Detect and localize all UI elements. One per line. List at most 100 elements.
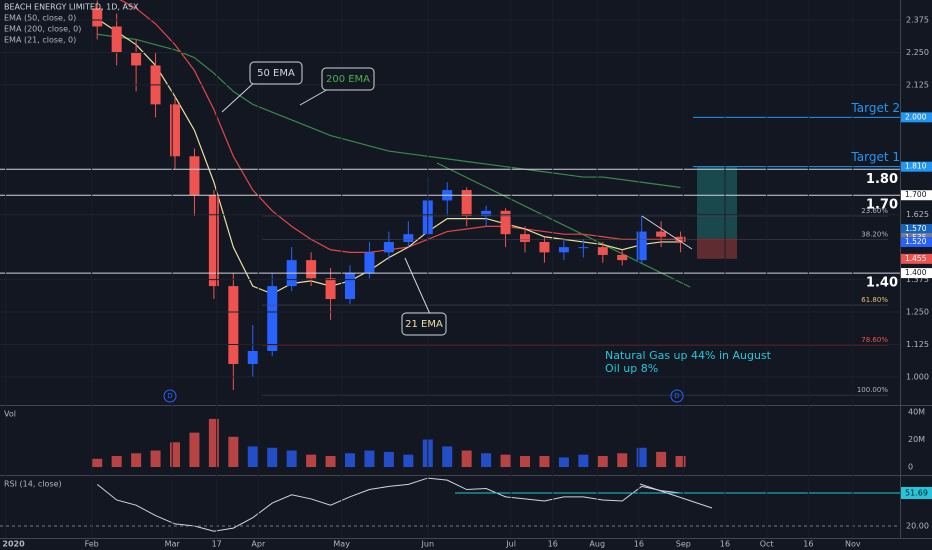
- x-tick-label: Aug: [589, 540, 605, 549]
- x-tick-label: 17: [212, 540, 222, 549]
- price-badge-label: 1.520: [905, 237, 927, 246]
- volume-bar: [325, 456, 336, 468]
- volume-bar: [208, 418, 219, 468]
- volume-bar: [267, 447, 278, 468]
- callout-box: [249, 61, 303, 85]
- price-badge-label: 1.455: [905, 254, 927, 263]
- x-tick-label: May: [333, 540, 350, 549]
- price-badge: [901, 161, 932, 172]
- price-badge: [901, 190, 932, 201]
- price-badge-label: 2.000: [905, 112, 927, 121]
- level-label: 1.80: [866, 172, 898, 187]
- callout-line: [221, 79, 258, 113]
- y-tick-label: 0: [908, 463, 913, 472]
- y-tick-label: 1.000: [906, 372, 929, 381]
- price-badge: [901, 236, 932, 247]
- volume-bar: [520, 456, 530, 468]
- price-badge: [901, 112, 932, 123]
- dividend-marker[interactable]: [163, 389, 177, 403]
- volume-bar: [364, 450, 375, 468]
- volume-bar: [442, 446, 453, 468]
- volume-bar: [597, 456, 608, 468]
- callout-line: [299, 87, 331, 106]
- x-tick-label: Jul: [505, 540, 516, 549]
- volume-bar: [189, 432, 200, 468]
- volume-bar: [131, 453, 142, 468]
- y-tick-label: 2.375: [906, 15, 929, 24]
- ema-line: [97, 33, 681, 189]
- indicator-legend: EMA (21, close, 0): [4, 36, 76, 45]
- volume-bar: [345, 453, 355, 468]
- volume-bar: [675, 456, 686, 468]
- y-tick-label: 1.625: [906, 210, 929, 219]
- price-badge-label: 1.700: [905, 190, 927, 199]
- volume-bar: [481, 453, 492, 468]
- volume-bar: [228, 436, 239, 468]
- y-tick-label: 1.125: [906, 340, 929, 349]
- pane-label: RSI (14, close): [4, 480, 62, 489]
- price-badge-label: 1.400: [905, 268, 927, 277]
- x-tick-label: Sep: [676, 540, 691, 549]
- volume-bar: [150, 450, 161, 468]
- volume-bar: [636, 447, 647, 468]
- fib-label: 78.60%: [861, 336, 888, 344]
- fib-label: 23.60%: [861, 207, 888, 215]
- x-tick-label: 2020: [2, 540, 25, 549]
- position-profit: [697, 166, 737, 239]
- dividend-marker[interactable]: [670, 389, 684, 403]
- volume-bar: [656, 451, 667, 468]
- y-tick-label: 2.125: [906, 80, 929, 89]
- price-badge: [901, 223, 932, 234]
- trend-line: [436, 162, 691, 288]
- volume-bar: [617, 453, 628, 468]
- volume-bar: [247, 446, 258, 468]
- x-tick-label: Mar: [165, 540, 181, 549]
- price-badge: [901, 486, 932, 499]
- annotation: 21 EMA: [405, 319, 443, 330]
- dividend-marker-label: D: [167, 392, 172, 400]
- annotation: 200 EMA: [326, 74, 370, 85]
- y-tick-label: 20.00: [906, 522, 929, 531]
- trend-line: [641, 215, 693, 250]
- x-tick-label: Nov: [845, 540, 861, 549]
- trend-line: [639, 483, 713, 509]
- price-badge: [901, 268, 932, 279]
- volume-bar: [306, 454, 317, 468]
- callout-box: [321, 67, 375, 91]
- fib-label: 61.80%: [861, 296, 888, 304]
- chart-title: BEACH ENERGY LIMITED, 1D, ASX: [4, 3, 139, 12]
- level-label: 1.40: [866, 276, 898, 291]
- price-badge-label: 51.69: [905, 488, 928, 497]
- indicator-legend: EMA (200, close, 0): [4, 25, 81, 34]
- callout-line: [404, 257, 431, 315]
- indicator-legend: EMA (50, close, 0): [4, 14, 76, 23]
- y-tick-label: 1.375: [906, 275, 929, 284]
- dividend-marker-label: D: [674, 392, 679, 400]
- annotation: Natural Gas up 44% in August: [605, 349, 772, 362]
- fib-label: 38.20%: [861, 230, 888, 238]
- x-tick-label: 16: [720, 540, 730, 549]
- fib-label: 100.00%: [857, 386, 888, 394]
- y-tick-label: 20M: [908, 435, 925, 444]
- volume-bar: [539, 456, 550, 468]
- volume-bar: [383, 451, 394, 468]
- volume-bar: [170, 442, 180, 468]
- position-loss: [697, 238, 737, 259]
- price-badge-label: 1.570: [905, 224, 927, 233]
- volume-bar: [500, 454, 511, 468]
- x-tick-label: Jun: [421, 540, 435, 549]
- x-tick-label: 16: [548, 540, 558, 549]
- y-tick-label: 40M: [908, 408, 925, 417]
- target-label: Target 2: [850, 101, 900, 115]
- x-tick-label: Feb: [85, 540, 99, 549]
- volume-bar: [578, 454, 589, 468]
- volume-bar: [286, 450, 297, 468]
- y-tick-label: 1.250: [906, 308, 929, 317]
- callout-box: [401, 312, 447, 336]
- y-tick-label: 2.250: [906, 48, 929, 57]
- level-label: 1.70: [866, 198, 898, 213]
- volume-bar: [111, 456, 122, 468]
- annotation: 50 EMA: [257, 68, 295, 79]
